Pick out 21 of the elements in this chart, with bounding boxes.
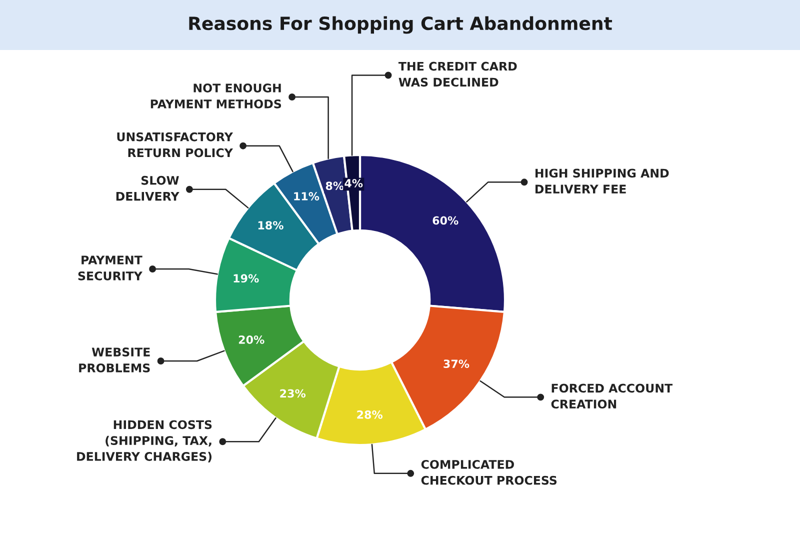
slice-label: NOT ENOUGH PAYMENT METHODS [150,84,282,108]
data-label: 11% [294,192,320,200]
slice-label: SLOW DELIVERY [116,176,180,201]
data-label: 19% [234,274,259,283]
data-label: 37% [444,360,470,368]
slice-label: UNSATISFACTORY RETURN POLICY [117,132,234,158]
data-label: 28% [357,410,383,419]
slice-label: FORCED ACCOUNT CREATION [551,384,673,409]
slice-label: WEBSITE PROBLEMS [79,348,150,372]
data-label: 18% [258,221,284,230]
slice-label: COMPLICATED CHECKOUT PROCESS [421,460,557,485]
slice-label: HIDDEN COSTS (SHIPPING, TAX, DELIVERY CHARGES) [77,420,212,462]
data-label: 4% [344,178,363,188]
data-label: 23% [280,389,306,398]
data-label: 20% [238,335,264,344]
slice-label: PAYMENT SECURITY [78,256,142,280]
slice-label: HIGH SHIPPING AND DELIVERY FEE [536,168,669,194]
chart-title: Reasons For Shopping Cart Abandonment [189,16,612,34]
data-label: 8% [326,182,344,190]
slice-label: THE CREDIT CARD WAS DECLINED [398,62,517,87]
data-label: 60% [432,216,458,225]
